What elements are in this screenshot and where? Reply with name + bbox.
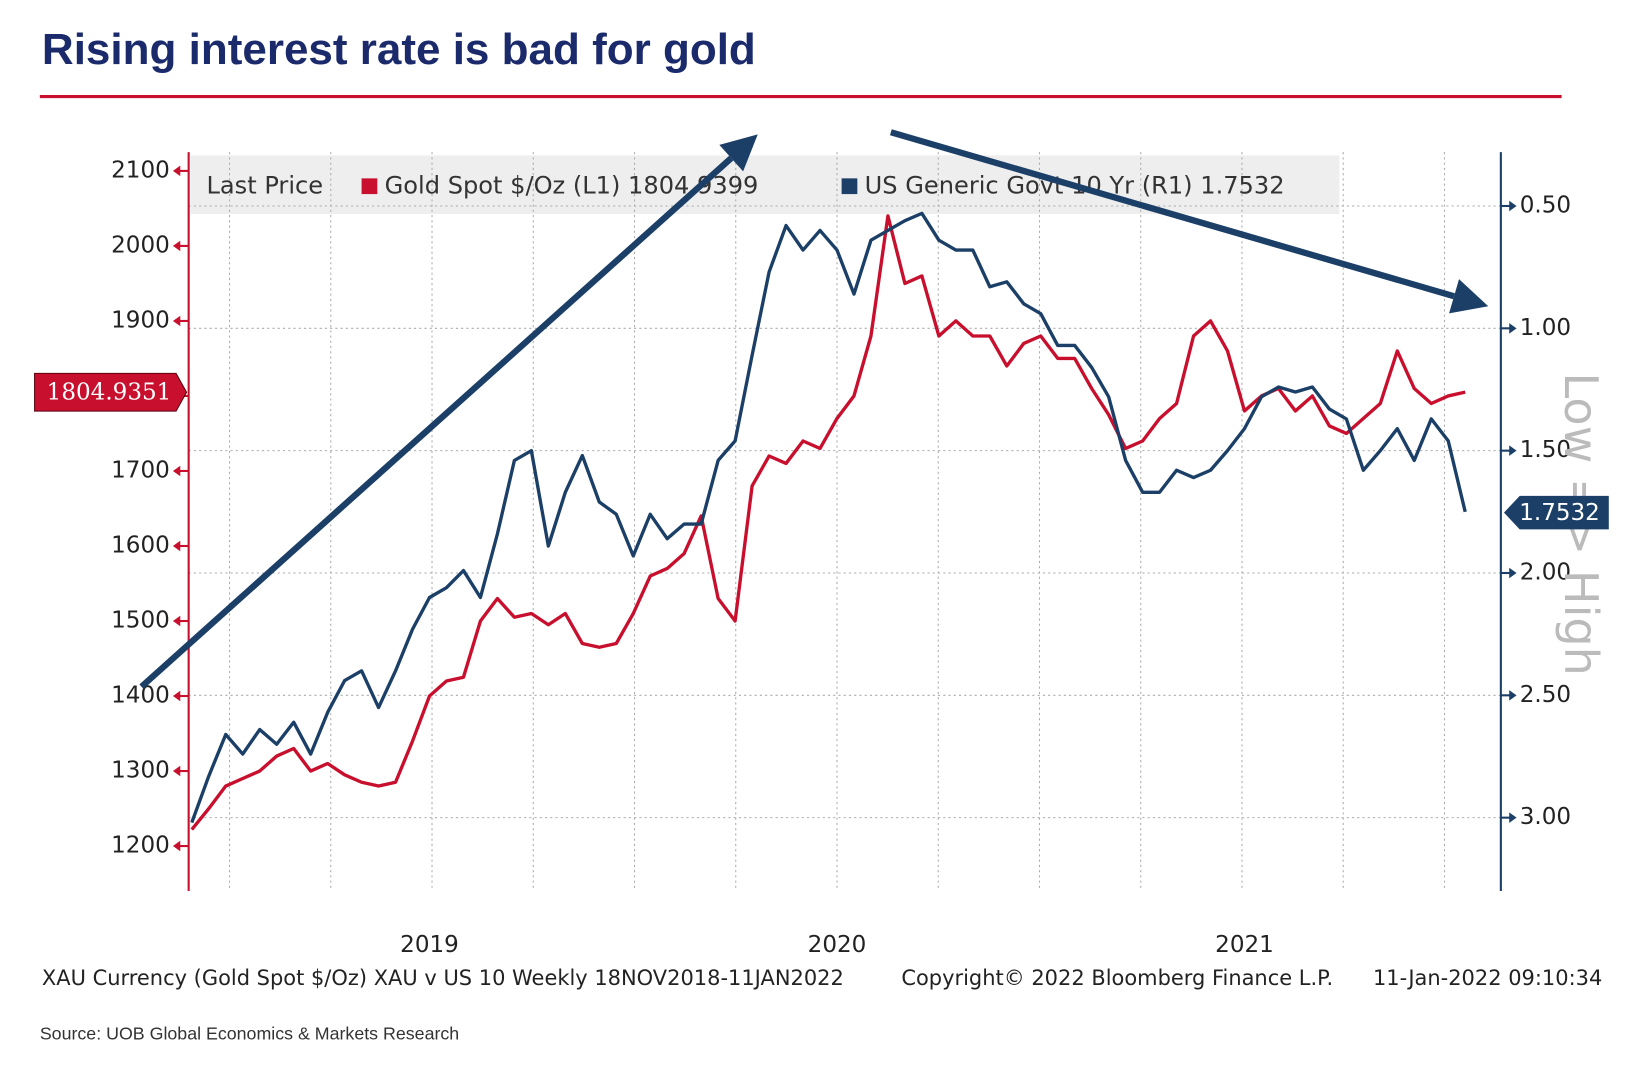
y-tick-arrow [172, 615, 181, 627]
y2-tick-label: 1.00 [1520, 315, 1571, 341]
x-tick-label: 2020 [808, 932, 867, 958]
y2-tick-arrow [1509, 323, 1517, 334]
y-tick-arrow [172, 690, 181, 702]
chart-title: Rising interest rate is bad for gold [42, 25, 756, 74]
last-price-label: 1804.9351 [47, 379, 172, 405]
y-tick-label: 2100 [111, 157, 170, 183]
y-tick-label: 1200 [111, 833, 170, 859]
last-price-tag [1503, 495, 1609, 530]
y2-tick-label: 1.50 [1520, 437, 1571, 463]
y-tick-arrow [172, 840, 181, 852]
y-tick-arrow [172, 165, 181, 177]
y-tick-arrow [172, 315, 181, 327]
last-price-tag [34, 372, 188, 412]
y2-tick-arrow [1509, 812, 1517, 823]
x-tick-label: 2019 [400, 932, 459, 958]
legend-title: Last Price [206, 172, 323, 200]
y2-tick-label: 2.00 [1520, 559, 1571, 585]
y-tick-arrow [172, 465, 181, 477]
trend-arrow [139, 155, 734, 690]
y-tick-label: 1500 [111, 608, 170, 634]
y2-tick-label: 3.00 [1520, 804, 1571, 830]
y2-tick-arrow [1509, 567, 1517, 579]
y2-tick-label: 0.50 [1520, 192, 1571, 218]
y-tick-label: 1300 [111, 758, 170, 784]
x-tick-label: 2021 [1215, 932, 1274, 958]
y-tick-arrow [172, 765, 181, 777]
footer-text: 11-Jan-2022 09:10:34 [1373, 966, 1602, 990]
y-tick-label: 1600 [111, 532, 170, 558]
footer-text: Copyright© 2022 Bloomberg Finance L.P. [901, 966, 1333, 990]
y-tick-arrow [172, 240, 181, 252]
y-tick-label: 1900 [111, 307, 170, 333]
series-line [190, 214, 1466, 831]
legend-swatch [841, 178, 858, 195]
last-price-label: 1.7532 [1519, 500, 1600, 526]
y2-tick-arrow [1509, 445, 1517, 456]
y-tick-label: 1400 [111, 683, 170, 709]
y2-tick-label: 2.50 [1520, 682, 1571, 708]
source: Source: UOB Global Economics & Markets R… [40, 1023, 459, 1043]
y-tick-arrow [172, 540, 181, 552]
series-line [190, 211, 1467, 824]
footer-text: XAU Currency (Gold Spot $/Oz) XAU v US 1… [42, 966, 844, 990]
y-tick-label: 2000 [111, 232, 170, 258]
y-tick-label: 1700 [111, 457, 170, 483]
trend-arrow-head [719, 134, 758, 172]
y2-tick-arrow [1509, 200, 1517, 212]
legend-swatch [361, 178, 378, 195]
y2-tick-arrow [1509, 690, 1517, 701]
trend-arrow [889, 129, 1455, 300]
trend-arrow-head [1449, 279, 1489, 314]
